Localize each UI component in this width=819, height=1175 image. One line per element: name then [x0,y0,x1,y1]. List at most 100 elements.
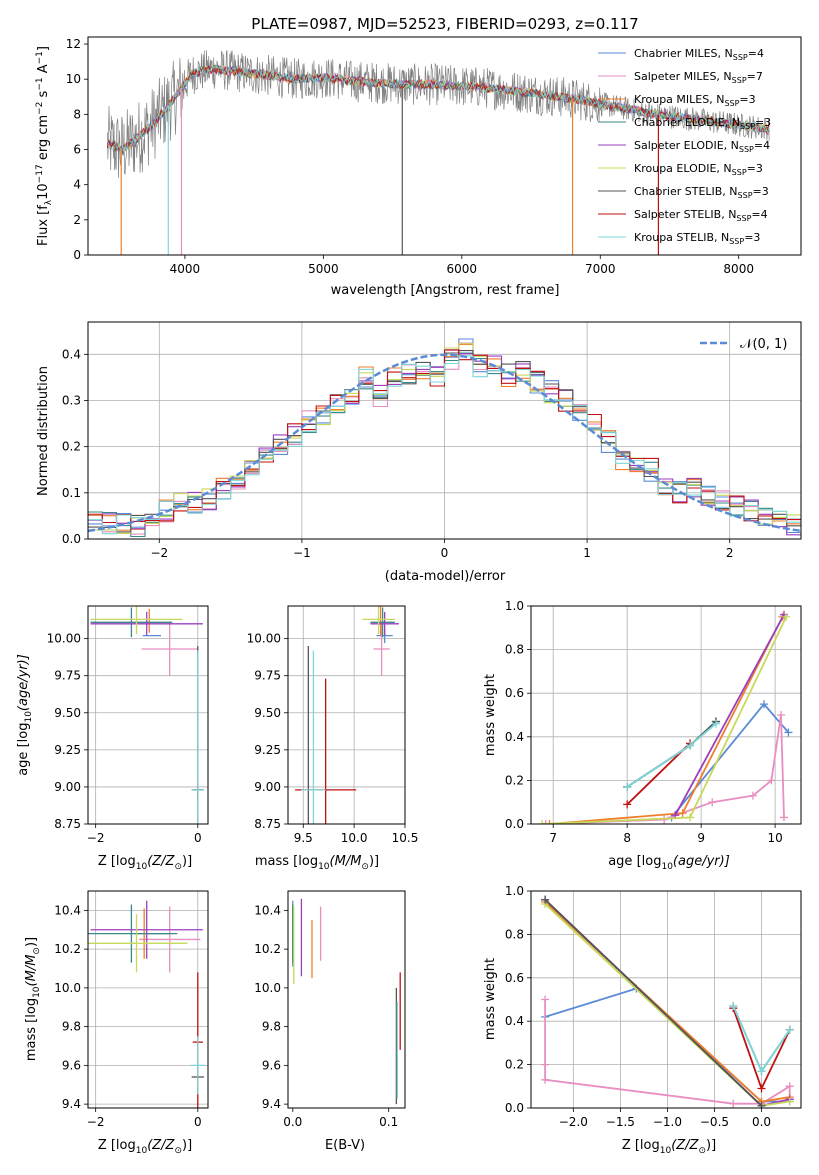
x-tick-label: 0.1 [379,1115,398,1129]
axes-frame [87,36,802,256]
y-tick-label: 4 [73,178,81,192]
spectrum-xlabel: wavelength [Angstrom, rest frame] [331,283,560,298]
legend-label-sub: SSP [724,99,739,108]
x-tick-label: 10.0 [341,831,368,845]
axes-frame [87,605,209,825]
axes-frame [530,890,802,1109]
legend-label-value: =4 [754,139,770,152]
y-tick-label: 0.4 [505,1014,524,1028]
y-tick-label: 9.75 [54,669,81,683]
mass-vs-z-plot-area: −2 0 9.4 9.6 9.8 10.0 10.2 10.4 [54,890,209,1129]
x-tick-label: −1 [293,546,311,560]
weight-vs-z-plot-area: −2.0 −1.5 −1.0 −0.5 0.0 0.0 0.2 0.4 0.6 0.8 1.0 [505,884,802,1129]
legend-label-salpeter_miles: Salpeter MILES, NSSP=7 [634,70,763,85]
weight-vs-age-plot-area: 7 8 9 10 0.0 0.2 0.4 0.6 0.8 1.0 [505,599,802,845]
legend-label-chabrier_miles: Chabrier MILES, NSSP=4 [634,47,764,62]
x-tick-label: 8 [623,831,631,845]
y-tick-label: 0.2 [62,440,81,454]
series-line-salpeter_elodie [674,614,785,816]
legend-label-value: =3 [755,116,771,129]
series-line-salpeter_miles [545,714,785,824]
model-spectrum-kroupa_stelib [106,65,770,154]
x-tick-label: −2.0 [559,1115,588,1129]
marker-kroupa_stelib [785,1025,794,1034]
marker-salpeter_miles [767,776,776,785]
x-tick-label: 0 [194,831,202,845]
y-tick-label: 1.0 [505,884,524,898]
x-tick-label: 1 [583,546,591,560]
x-tick-label: 0.0 [283,1115,302,1129]
y-tick-label: 0.8 [505,643,524,657]
legend-label-kroupa_miles: Kroupa MILES, NSSP=3 [634,93,756,108]
y-tick-label: 0.3 [62,393,81,407]
y-tick-label: 9.50 [254,706,281,720]
spectrum-plot-area: 4000 5000 6000 7000 8000 0 2 4 6 8 10 12 [66,36,802,276]
marker-salpeter_stelib [623,800,632,809]
y-tick-label: 9.8 [262,1020,281,1034]
marker-salpeter_miles [777,711,786,719]
legend-label-sub: SSP [732,168,747,177]
marker-chabrier_stelib [757,1101,766,1108]
age-vs-z-panel: −2 0 8.75 9.00 9.25 9.50 9.75 10.00 Z [log10(Z/… [16,605,209,872]
y-tick-label: 10 [66,72,81,86]
y-tick-label: 2 [73,213,81,227]
weight-vs-z-ylabel: mass weight [483,958,498,1040]
legend-label-salpeter_stelib: Salpeter STELIB, NSSP=4 [634,208,768,223]
marker-kroupa_elodie [538,820,547,824]
x-tick-label: 9.5 [294,831,313,845]
marker-chabrier_miles [760,700,769,709]
residuals-panel: −2 −1 0 1 2 0.0 0.1 0.2 0.3 0.4 (data-model)/erro… [36,321,802,584]
legend-label-sub: SSP [740,122,755,131]
legend-label-text: Chabrier ELODIE, N [634,116,740,129]
errorbars [292,898,401,1105]
legend-label-sub: SSP [736,214,751,223]
marker-salpeter_miles [541,1060,550,1069]
y-tick-label: 0.4 [505,730,524,744]
histograms [88,338,801,538]
y-tick-label: 9.50 [54,706,81,720]
y-tick-label: 0.6 [505,686,524,700]
legend-label-sub: SSP [729,237,744,246]
y-tick-label: 10.00 [247,632,281,646]
marker-salpeter_miles [541,1075,550,1084]
legend-label-value: =3 [739,93,755,106]
marker-chabrier_stelib [541,895,550,904]
legend-label-text: Salpeter ELODIE, N [634,139,739,152]
weight-vs-age-ylabel: mass weight [483,674,498,756]
x-tick-label: 6000 [447,262,478,276]
figure-title: PLATE=0987, MJD=52523, FIBERID=0293, z=0… [251,15,638,33]
spectrum-ylabel: Flux [fλ10−17 erg cm−2 s−1 A−1] [35,46,54,246]
mass-vs-z-xlabel: Z [log10(Z/Z⊙)] [98,1138,192,1156]
age-vs-mass-xlabel: mass [log10(M/M⊙)] [255,854,379,872]
y-tick-label: 9.4 [62,1097,81,1111]
series-line-chabrier_stelib [544,899,763,1107]
x-tick-label: 9 [697,831,705,845]
y-tick-label: 10.2 [254,942,281,956]
marker-salpeter_miles [729,1099,738,1108]
x-tick-label: 7000 [585,262,616,276]
legend-label-value: =4 [748,47,764,60]
marker-kroupa_miles [678,809,687,818]
legend-label-sub: SSP [738,191,753,200]
mass-vs-ebv-panel: 0.0 0.1 9.4 9.6 9.8 10.0 10.2 10.4 E(B-V) [254,890,406,1153]
mass-vs-ebv-xlabel: E(B-V) [325,1138,365,1153]
x-tick-label: 10 [767,831,782,845]
y-tick-label: 0.0 [505,1101,524,1115]
marker-chabrier_miles [784,728,793,737]
legend-label-text: Salpeter STELIB, N [634,208,736,221]
residuals-plot-area: −2 −1 0 1 2 0.0 0.1 0.2 0.3 0.4 [62,321,802,560]
residuals-xlabel: (data-model)/error [385,569,506,584]
y-tick-label: 8 [73,107,81,121]
legend-label-value: =3 [747,162,763,175]
gaussian-legend-label: 𝒩(0, 1) [740,337,787,352]
legend-label-text: Kroupa ELODIE, N [634,162,732,175]
y-tick-label: 10.00 [47,632,81,646]
y-tick-label: 10.0 [254,981,281,995]
y-tick-label: 12 [66,37,81,51]
weight-vs-age-xlabel: age [log10(age/yr)] [608,854,730,872]
age-vs-z-xlabel: Z [log10(Z/Z⊙)] [98,854,192,872]
y-tick-label: 10.4 [254,903,281,917]
marker-kroupa_elodie [785,1097,794,1106]
marker-salpeter_miles [541,995,550,1004]
